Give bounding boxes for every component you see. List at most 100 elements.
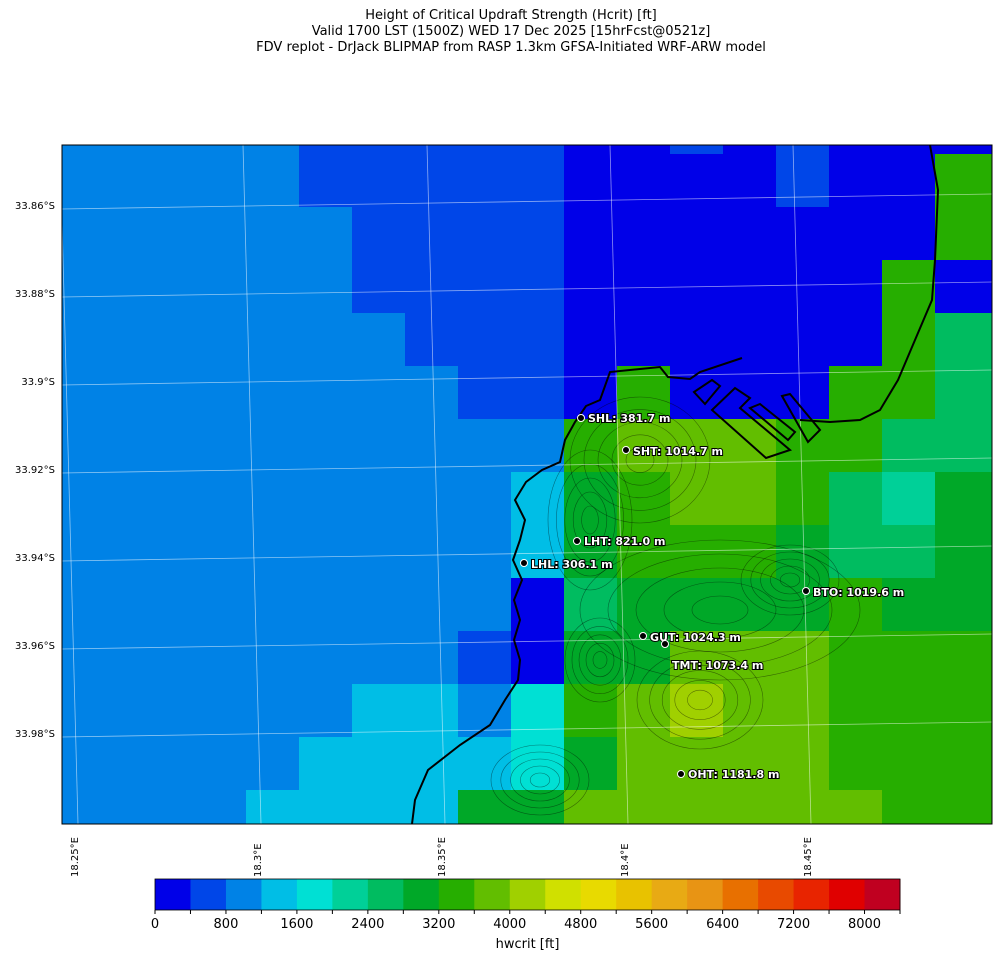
station-marker[interactable] <box>677 770 685 778</box>
latitude-gridline <box>62 193 992 210</box>
latitude-label: 33.96°S <box>15 641 55 652</box>
heatmap-cell <box>352 366 406 420</box>
heatmap-cell <box>299 154 353 208</box>
heatmap-cell <box>405 737 459 791</box>
heatmap-cell <box>776 207 830 261</box>
heatmap-cell <box>935 207 992 261</box>
terrain-contour <box>547 449 633 591</box>
station-sht[interactable]: SHT: 1014.7 m <box>622 444 724 459</box>
terrain-contour <box>597 421 683 499</box>
longitude-label: 18.35°E <box>437 837 448 877</box>
heatmap-cell <box>140 737 194 791</box>
colorbar-swatch <box>651 879 688 910</box>
longitude-gridline <box>792 145 812 824</box>
heatmap-cell <box>458 313 512 367</box>
station-tmt[interactable]: TMT: 1073.4 m <box>661 640 764 673</box>
colorbar-swatch <box>190 879 227 910</box>
station-oht[interactable]: OHT: 1181.8 m <box>677 767 780 782</box>
station-marker[interactable] <box>639 632 647 640</box>
colorbar-swatch <box>367 879 404 910</box>
heatmap-cell <box>62 207 88 261</box>
heatmap-cell <box>299 578 353 632</box>
station-marker[interactable] <box>520 559 528 567</box>
colorbar-swatch <box>793 879 830 910</box>
station-shl[interactable]: SHL: 381.7 m <box>577 411 671 426</box>
station-marker[interactable] <box>661 640 669 648</box>
longitude-gridline <box>62 205 79 824</box>
terrain-contour <box>490 744 590 816</box>
heatmap-cell <box>882 737 936 791</box>
heatmap-cell <box>193 790 247 824</box>
heatmap-cell <box>87 737 141 791</box>
heatmap-cell <box>405 145 459 155</box>
station-gut[interactable]: GUT: 1024.3 m <box>639 630 742 645</box>
heatmap-cell <box>405 207 459 261</box>
terrain-contour <box>578 634 622 686</box>
heatmap-cell <box>564 525 618 579</box>
station-bto[interactable]: BTO: 1019.6 m <box>802 585 905 600</box>
terrain-contour <box>611 434 669 486</box>
station-marker[interactable] <box>577 414 585 422</box>
heatmap-cell <box>776 684 830 738</box>
station-label: SHT: 1014.7 m <box>633 445 723 458</box>
heatmap-cell <box>87 790 141 824</box>
heatmap-cell <box>87 684 141 738</box>
heatmap-cell <box>723 313 777 367</box>
heatmap-cell <box>829 145 883 155</box>
longitude-gridline <box>426 145 446 824</box>
station-marker[interactable] <box>573 537 581 545</box>
heatmap-cell <box>564 578 618 632</box>
heatmap-cell <box>511 260 565 314</box>
heatmap-cell <box>140 631 194 685</box>
heatmap-cell <box>62 154 88 208</box>
station-lht[interactable]: LHT: 821.0 m <box>573 534 666 549</box>
terrain-contour <box>571 626 629 694</box>
latitude-label: 33.94°S <box>15 553 55 564</box>
heatmap-cell <box>935 525 992 579</box>
heatmap-cell <box>140 145 194 155</box>
terrain-contour <box>760 558 820 602</box>
heatmap-cell <box>299 145 353 155</box>
heatmap-cell <box>352 419 406 473</box>
latitude-label: 33.98°S <box>15 729 55 740</box>
heatmap-cell <box>935 472 992 526</box>
heatmap-cell <box>140 154 194 208</box>
heatmap-cell <box>352 737 406 791</box>
colorbar-label: hwcrit [ft] <box>495 937 560 952</box>
heatmap-cell <box>458 260 512 314</box>
colorbar-swatch <box>225 879 262 910</box>
heatmap-cell <box>299 525 353 579</box>
heatmap-cell <box>935 631 992 685</box>
heatmap-cell <box>723 684 777 738</box>
terrain-contour <box>661 670 739 730</box>
longitude-gridline <box>609 145 629 824</box>
station-marker[interactable] <box>622 446 630 454</box>
heatmap-cell <box>140 207 194 261</box>
heatmap-cell <box>670 154 724 208</box>
heatmap-cell <box>935 790 992 824</box>
terrain-contour <box>529 772 551 788</box>
heatmap-cell <box>87 207 141 261</box>
colorbar-tick-label: 7200 <box>777 917 811 932</box>
station-label: OHT: 1181.8 m <box>688 768 779 781</box>
station-marker[interactable] <box>802 587 810 595</box>
heatmap-cell <box>829 790 883 824</box>
heatmap-cell <box>617 472 671 526</box>
heatmap-cell <box>405 525 459 579</box>
heatmap-cell <box>193 260 247 314</box>
heatmap-cell <box>723 631 777 685</box>
heatmap-cell <box>352 145 406 155</box>
heatmap-cell <box>405 472 459 526</box>
heatmap-cell <box>723 578 777 632</box>
heatmap-cell <box>62 737 88 791</box>
heatmap-cell <box>87 525 141 579</box>
colorbar-swatch <box>864 879 901 910</box>
heatmap-cell <box>140 790 194 824</box>
heatmap-cell <box>62 145 88 155</box>
station-lhl[interactable]: LHL: 306.1 m <box>520 557 614 572</box>
heatmap-cell <box>299 472 353 526</box>
terrain-contour <box>649 660 751 740</box>
colorbar-swatch <box>155 879 191 910</box>
heatmap-cell <box>352 154 406 208</box>
latitude-gridline <box>62 369 992 386</box>
